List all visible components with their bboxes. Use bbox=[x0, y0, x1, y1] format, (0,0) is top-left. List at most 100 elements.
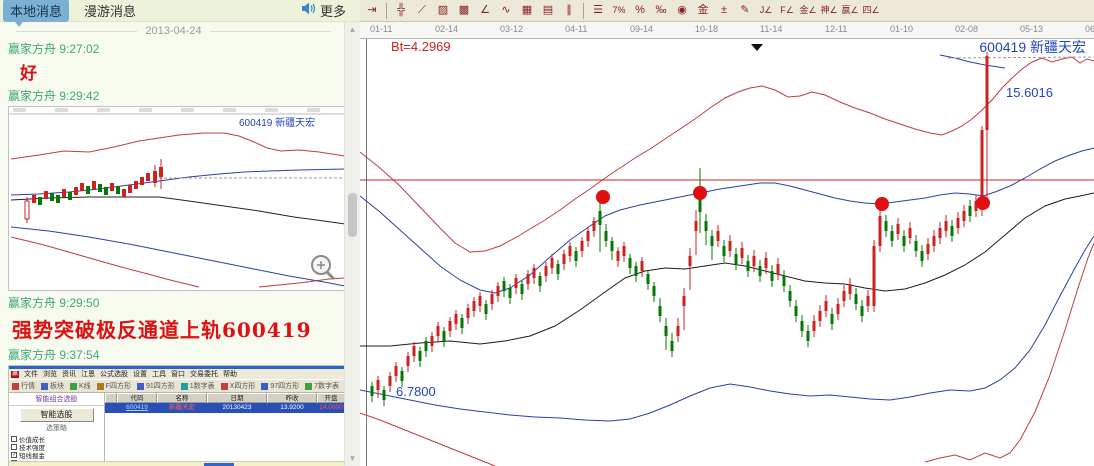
candle-body bbox=[872, 246, 876, 306]
toolbar-separator bbox=[386, 2, 387, 19]
grid-tool-icon[interactable]: ▦ bbox=[521, 4, 533, 16]
tab-roaming-messages[interactable]: 漫游消息 bbox=[77, 0, 143, 22]
scroll-down-icon[interactable]: ▼ bbox=[348, 454, 357, 463]
candle-body bbox=[418, 351, 422, 361]
candle-body bbox=[562, 254, 566, 264]
speaker-icon[interactable] bbox=[301, 2, 317, 20]
candle-body bbox=[502, 281, 506, 291]
gann-grid-tool-icon[interactable]: ╬ bbox=[397, 4, 405, 16]
scrollbar-thumb[interactable] bbox=[348, 193, 357, 237]
gann-box-tool-icon[interactable]: ▨ bbox=[437, 4, 449, 16]
candle-body bbox=[484, 304, 488, 314]
projection-dotted-line bbox=[947, 56, 1094, 59]
candle-body bbox=[806, 331, 810, 341]
f-angle-tool-icon[interactable]: F∠ bbox=[780, 5, 794, 15]
strategy-label: 选策略 bbox=[46, 425, 67, 432]
gold-section-tool-icon[interactable]: 金 bbox=[697, 4, 709, 16]
thumb-upper-band bbox=[10, 132, 345, 160]
magnifier-icon[interactable] bbox=[311, 255, 336, 281]
app-screenshot-thumbnail[interactable]: 赢 文件 浏览 资讯 江恩 公式选股 设置 工具 窗口 交易委托 帮助 行情 板块 K线 F四方形 91四… bbox=[8, 365, 345, 466]
candle-body bbox=[980, 130, 984, 210]
candle-body bbox=[508, 288, 512, 298]
candle-body bbox=[800, 321, 804, 331]
thumb-mid-line bbox=[10, 196, 345, 225]
candle-body bbox=[658, 306, 662, 316]
screenshot-menu-item: 文件 bbox=[24, 371, 38, 378]
candle-body bbox=[574, 251, 578, 261]
screenshot-menu-item: 交易委托 bbox=[190, 371, 218, 378]
angle-line-tool-icon[interactable]: ∠ bbox=[480, 4, 490, 16]
table-header-cell: 昨收 bbox=[267, 393, 317, 403]
thumb-candles bbox=[24, 159, 163, 223]
buy-signal-dot bbox=[875, 197, 889, 211]
price-ruler-tool-icon[interactable]: ☰ bbox=[593, 4, 603, 16]
gold-scale-tool-icon[interactable]: ± bbox=[720, 4, 728, 16]
screenshot-menu-item: 窗口 bbox=[171, 371, 185, 378]
fan-lines-tool-icon[interactable]: ⟋ bbox=[418, 4, 426, 16]
candle-body bbox=[866, 296, 870, 306]
zigzag-tool-icon[interactable]: ∿ bbox=[501, 4, 511, 16]
si-angle-tool-icon[interactable]: 四∠ bbox=[862, 5, 880, 15]
candle-body bbox=[472, 301, 476, 311]
thumb-date-ticks bbox=[13, 108, 320, 112]
table-header-cell: 日期 bbox=[207, 393, 267, 403]
date-tick: 11-14 bbox=[760, 24, 783, 34]
percent-levels-tool-icon[interactable]: ‰ bbox=[655, 4, 667, 16]
dense-grid-tool-icon[interactable]: ▤ bbox=[542, 4, 554, 16]
candle-body bbox=[436, 326, 440, 336]
messages-scrollbar[interactable]: ▲ ▼ bbox=[344, 22, 360, 466]
gold-angle-tool-icon[interactable]: 金∠ bbox=[799, 5, 817, 15]
table-header-cell: 代码 bbox=[117, 393, 157, 403]
screenshot-menu-item: 浏览 bbox=[43, 371, 57, 378]
pin-tool-icon[interactable]: ⇥ bbox=[367, 4, 377, 16]
screenshot-menu-item: 江恩 bbox=[81, 371, 95, 378]
message-text: 好 bbox=[20, 64, 37, 84]
tab-local-messages[interactable]: 本地消息 bbox=[3, 0, 70, 27]
candle-body bbox=[908, 228, 912, 238]
percent-line-tool-icon[interactable]: 7% bbox=[612, 5, 626, 15]
date-separator: 2013-04-24 bbox=[8, 25, 339, 37]
candle-body bbox=[734, 254, 738, 264]
date-separator-label: 2013-04-24 bbox=[145, 25, 202, 37]
golden-circle-tool-icon[interactable]: ◉ bbox=[677, 4, 687, 16]
candle-body bbox=[962, 211, 966, 221]
candle-body bbox=[782, 276, 786, 286]
ying-angle-tool-icon[interactable]: 嬴∠ bbox=[841, 5, 859, 15]
message-sender: 赢家方舟 9:27:02 bbox=[8, 42, 100, 56]
candle-body bbox=[830, 314, 834, 324]
message-sender: 赢家方舟 9:37:54 bbox=[8, 348, 100, 362]
kline-chart-canvas[interactable]: 01-11 02-14 03-12 04-11 09-14 10-18 11-14 12-11… bbox=[360, 22, 1094, 466]
candle-body bbox=[652, 286, 656, 296]
candle-body bbox=[914, 241, 918, 251]
chart-panel: ⇥ ╬ ⟋ ▨ ▩ ∠ ∿ ▦ ▤ ∥ ☰ 7%% ‰ ◉ 金 ± ✎ J∠ F∠ 金∠ 神∠ 嬴∠ 四∠ 01-11 02-… bbox=[360, 0, 1094, 466]
candle-body bbox=[454, 314, 458, 324]
shen-angle-tool-icon[interactable]: 神∠ bbox=[820, 5, 838, 15]
candle-body bbox=[722, 246, 726, 256]
date-tick: 01-10 bbox=[890, 24, 914, 34]
percent-tool-icon[interactable]: % bbox=[635, 4, 645, 16]
date-marker-triangle bbox=[751, 44, 763, 51]
j-angle-tool-icon[interactable]: J∠ bbox=[759, 5, 773, 15]
scroll-up-icon[interactable]: ▲ bbox=[348, 25, 357, 34]
date-tick: 01-11 bbox=[370, 24, 393, 34]
chart-thumbnail[interactable]: 600419 新疆天宏 bbox=[8, 106, 345, 291]
candle-body bbox=[920, 251, 924, 261]
more-button[interactable]: 更多 bbox=[319, 4, 346, 19]
thumb-lower-band bbox=[10, 236, 200, 288]
date-tick: 02-14 bbox=[435, 24, 459, 34]
screenshot-tool-item: 1数字表 bbox=[180, 381, 215, 391]
candle-body bbox=[664, 326, 668, 336]
shaded-box-tool-icon[interactable]: ▩ bbox=[458, 4, 470, 16]
thumb-stock-title: 600419 新疆天宏 bbox=[239, 116, 315, 129]
parallel-lines-tool-icon[interactable]: ∥ bbox=[566, 4, 572, 16]
candle-body bbox=[890, 231, 894, 241]
screenshot-menu-item: 公式选股 bbox=[100, 371, 128, 378]
candle-body bbox=[538, 276, 542, 286]
pencil-tool-icon[interactable]: ✎ bbox=[740, 4, 750, 16]
candle-body bbox=[944, 221, 948, 231]
screenshot-menu-item: 资讯 bbox=[62, 371, 76, 378]
buy-signal-dot bbox=[976, 196, 990, 210]
candle-body bbox=[376, 380, 380, 390]
price-low-label: 6.7800 bbox=[396, 384, 436, 399]
message-sender: 赢家方舟 9:29:50 bbox=[8, 296, 100, 310]
